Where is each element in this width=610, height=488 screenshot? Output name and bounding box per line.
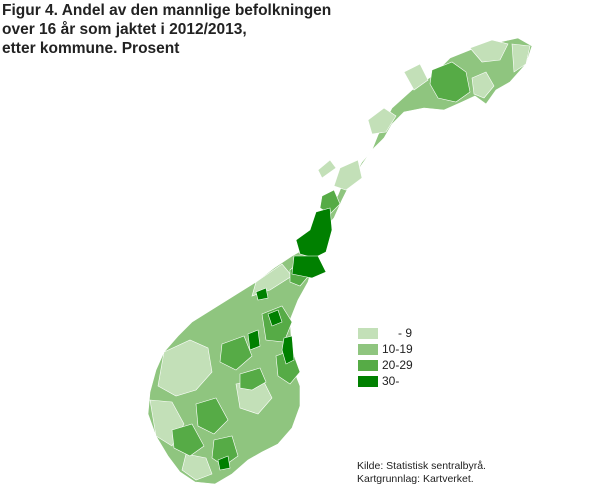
region-finnmark-west <box>403 63 429 91</box>
region-lierne <box>291 255 327 279</box>
source-note: Kilde: Statistisk sentralbyrå. Kartgrunn… <box>357 460 486 486</box>
region-rendalen <box>267 309 283 327</box>
region-telemark <box>195 397 229 435</box>
region-agder <box>171 423 205 457</box>
region-nordland-coast <box>333 159 363 191</box>
region-lesja <box>247 329 261 351</box>
region-bygland <box>217 455 231 471</box>
legend-swatch-20-29 <box>358 359 378 371</box>
region-south-coast <box>181 453 213 481</box>
region-engerdal <box>281 335 295 365</box>
region-oppland <box>219 335 253 371</box>
region-snillfjord <box>255 287 269 301</box>
legend-label: 30- <box>382 374 400 388</box>
legend-item: 20-29 <box>358 357 413 373</box>
legend-item: 30- <box>358 373 413 389</box>
legend-swatch-30-plus <box>358 375 378 387</box>
legend-label: 20-29 <box>382 358 413 372</box>
legend-item: - 9 <box>358 325 413 341</box>
region-finnmark-north <box>469 39 509 63</box>
legend-swatch-10-19 <box>358 343 378 355</box>
region-finnmark-interior <box>471 71 495 99</box>
legend-swatch-0-9 <box>358 327 378 339</box>
source-line: Kartgrunnlag: Kartverket. <box>357 473 474 485</box>
legend-label: 10-19 <box>382 342 413 356</box>
region-buskerud <box>239 367 267 391</box>
region-finnmark-karasjok <box>429 61 471 103</box>
source-line: Kilde: Statistisk sentralbyrå. <box>357 460 486 472</box>
region-aust-agder <box>211 435 239 467</box>
region-namdalen <box>295 207 333 259</box>
legend-label: - 9 <box>398 326 413 340</box>
region-varanger <box>511 43 531 73</box>
legend: - 9 10-19 20-29 30- <box>358 325 413 389</box>
legend-item: 10-19 <box>358 341 413 357</box>
region-lofoten <box>317 159 337 179</box>
region-trondelag-coast <box>251 263 293 297</box>
region-nordland-south <box>319 189 341 215</box>
region-troms-coast <box>367 107 397 135</box>
region-west-coast <box>157 339 213 397</box>
map-title: Figur 4. Andel av den mannlige befolknin… <box>2 2 332 57</box>
